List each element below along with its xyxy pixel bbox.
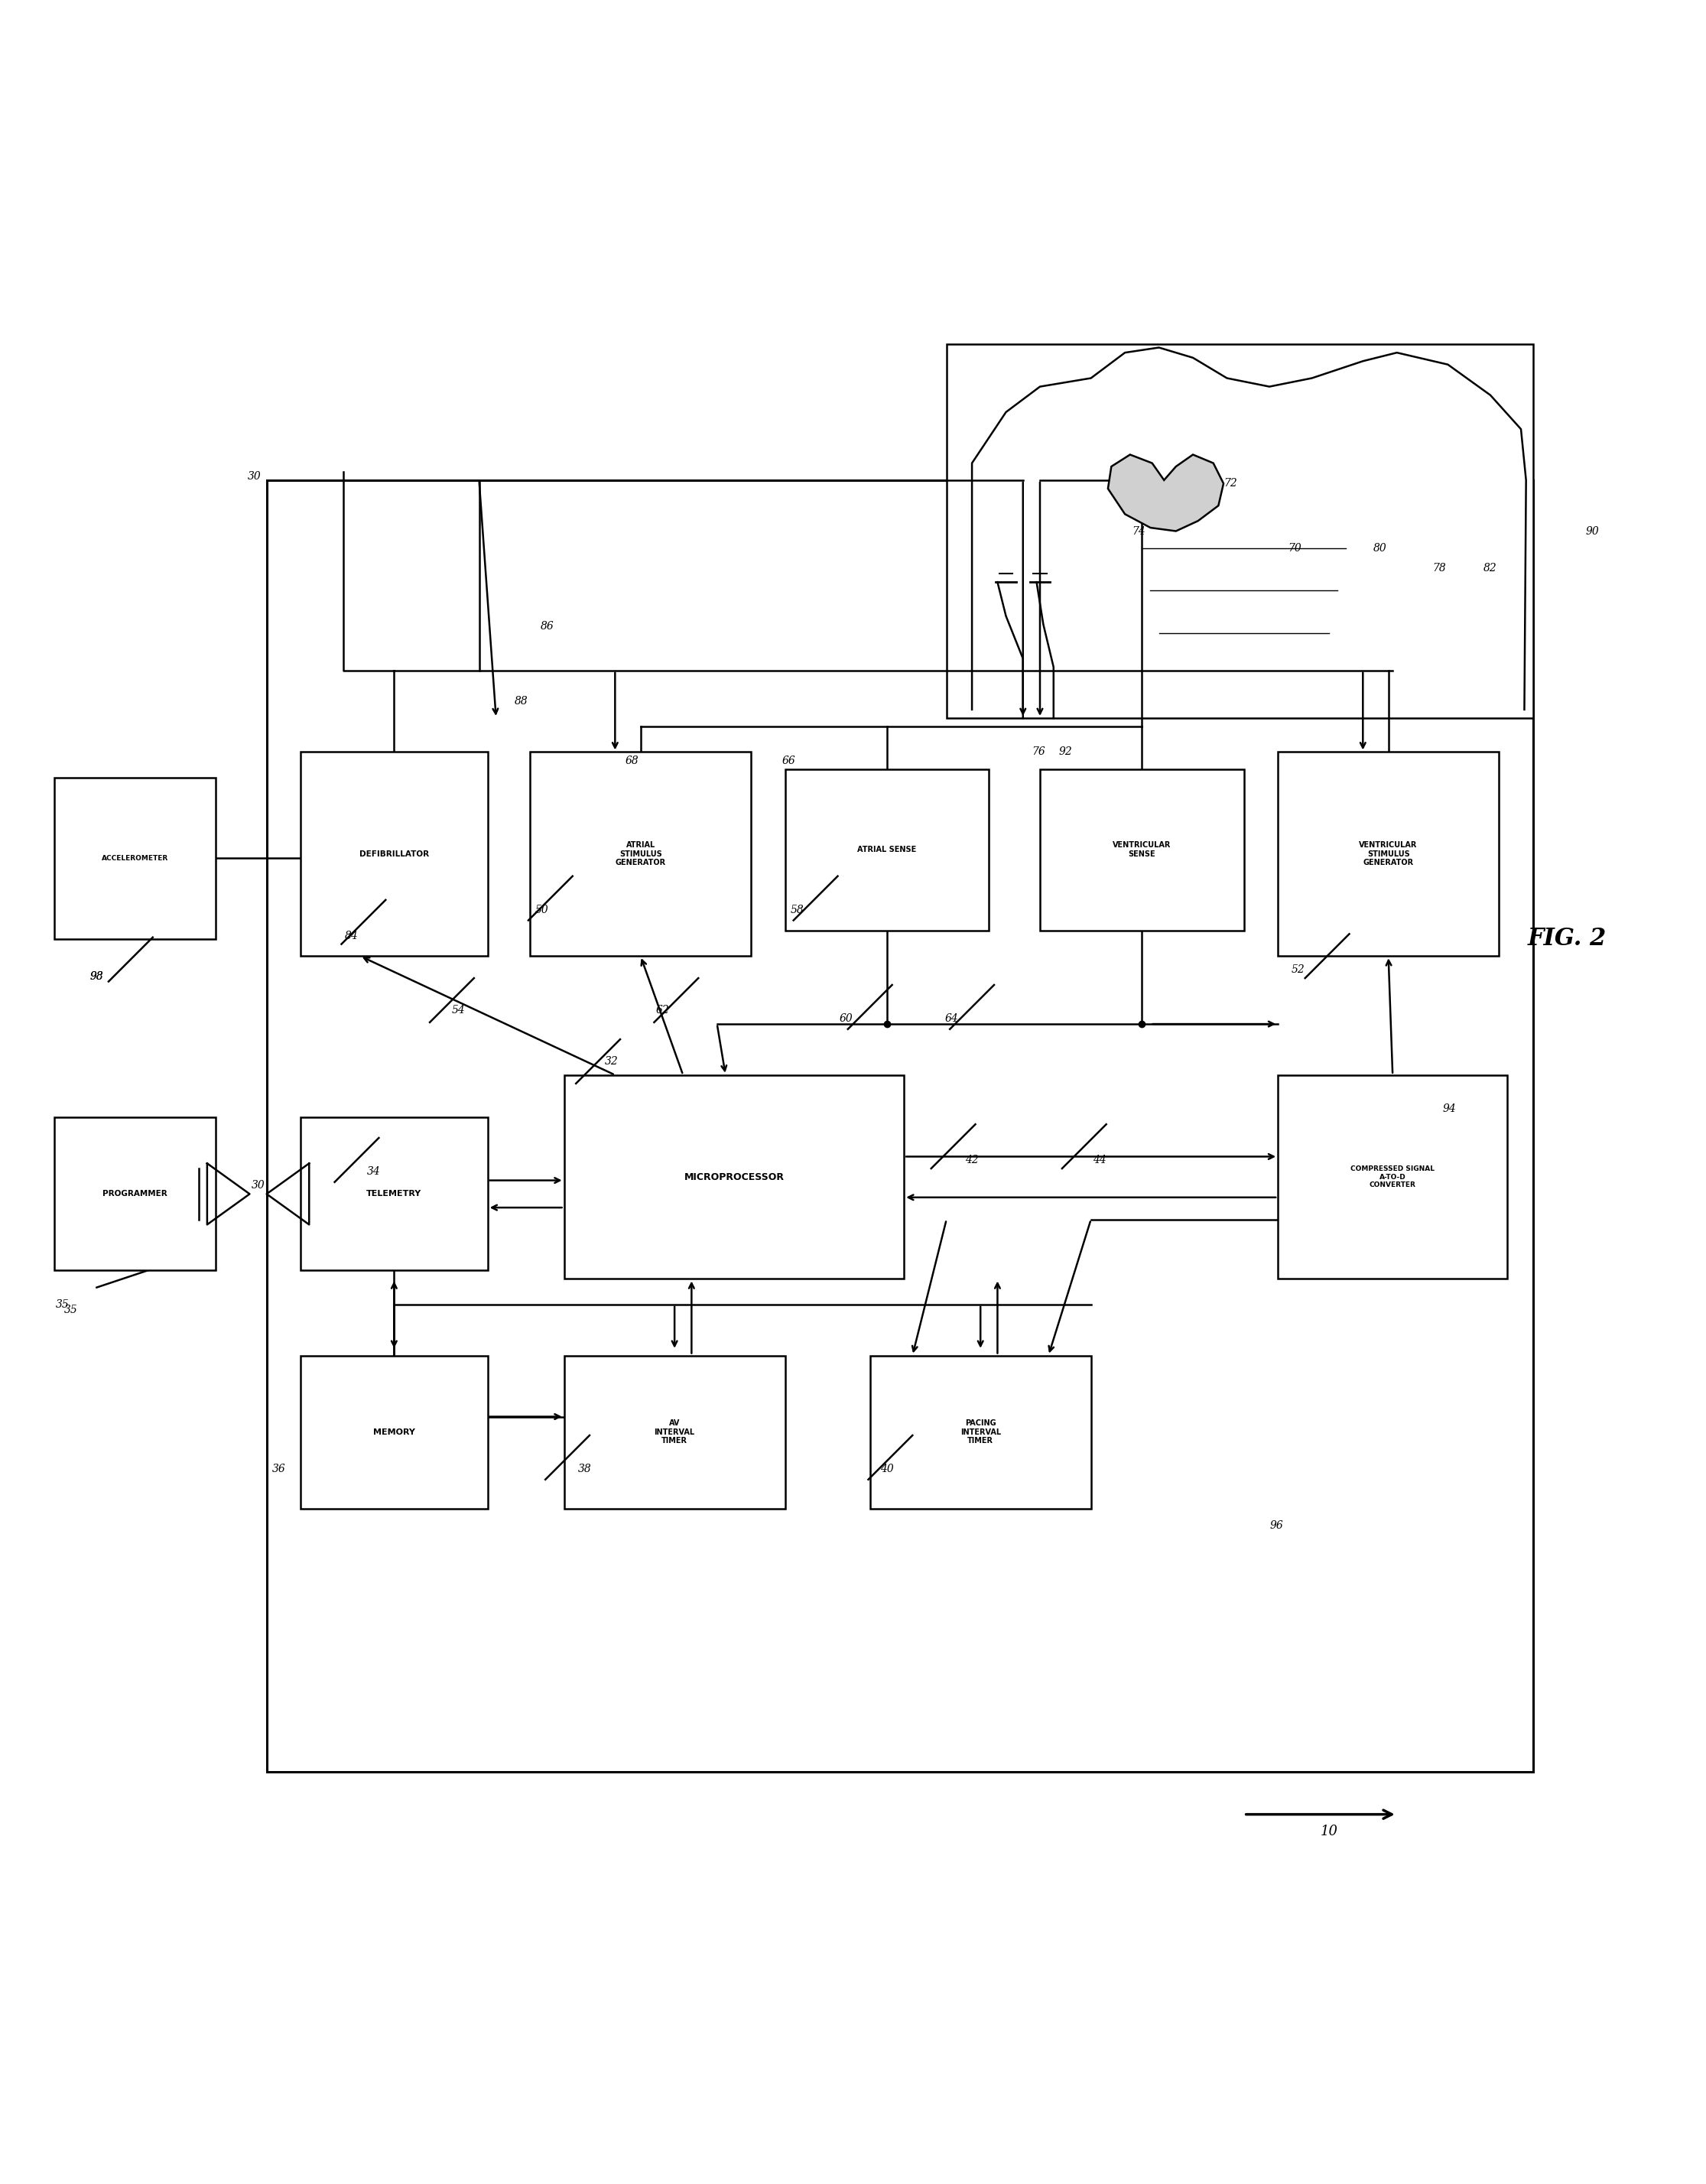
Text: AV
INTERVAL
TIMER: AV INTERVAL TIMER	[653, 1420, 694, 1444]
FancyBboxPatch shape	[1041, 769, 1244, 930]
FancyBboxPatch shape	[565, 1356, 785, 1509]
FancyBboxPatch shape	[300, 1118, 488, 1271]
FancyBboxPatch shape	[1278, 751, 1500, 957]
Text: 58: 58	[790, 904, 804, 915]
FancyBboxPatch shape	[565, 1075, 904, 1280]
Text: ATRIAL SENSE: ATRIAL SENSE	[858, 845, 916, 854]
Text: 50: 50	[536, 904, 549, 915]
Text: 88: 88	[515, 697, 529, 705]
FancyBboxPatch shape	[785, 769, 989, 930]
Text: 94: 94	[1443, 1103, 1457, 1114]
FancyBboxPatch shape	[300, 1356, 488, 1509]
Text: 84: 84	[345, 930, 358, 941]
Text: MEMORY: MEMORY	[374, 1428, 415, 1435]
Text: 30: 30	[251, 1179, 264, 1190]
Text: 92: 92	[1059, 747, 1073, 758]
Text: 82: 82	[1484, 563, 1498, 574]
FancyBboxPatch shape	[300, 751, 488, 957]
Text: 40: 40	[880, 1463, 894, 1474]
Text: COMPRESSED SIGNAL
A-TO-D
CONVERTER: COMPRESSED SIGNAL A-TO-D CONVERTER	[1351, 1166, 1435, 1188]
FancyBboxPatch shape	[531, 751, 751, 957]
Text: 35: 35	[56, 1299, 70, 1310]
FancyBboxPatch shape	[870, 1356, 1090, 1509]
Text: 38: 38	[578, 1463, 592, 1474]
Text: 10: 10	[1320, 1824, 1338, 1839]
Text: VENTRICULAR
SENSE: VENTRICULAR SENSE	[1112, 841, 1170, 858]
Text: 66: 66	[781, 756, 795, 767]
Text: PROGRAMMER: PROGRAMMER	[102, 1190, 167, 1197]
Text: 80: 80	[1373, 544, 1387, 553]
FancyBboxPatch shape	[55, 778, 215, 939]
Text: 34: 34	[367, 1166, 380, 1177]
Text: ACCELEROMETER: ACCELEROMETER	[102, 854, 169, 863]
FancyBboxPatch shape	[55, 1118, 215, 1271]
FancyBboxPatch shape	[947, 345, 1534, 719]
Text: 64: 64	[945, 1013, 959, 1024]
Text: ATRIAL
STIMULUS
GENERATOR: ATRIAL STIMULUS GENERATOR	[616, 841, 665, 867]
Text: 86: 86	[541, 620, 554, 631]
Text: 30: 30	[247, 472, 261, 483]
Text: 74: 74	[1131, 526, 1145, 537]
Text: DEFIBRILLATOR: DEFIBRILLATOR	[360, 850, 428, 858]
FancyBboxPatch shape	[1278, 1075, 1508, 1280]
Text: 90: 90	[1585, 526, 1599, 537]
Text: 54: 54	[452, 1005, 466, 1016]
Polygon shape	[1107, 454, 1223, 531]
Text: 44: 44	[1092, 1155, 1105, 1166]
Text: 76: 76	[1032, 747, 1046, 758]
Text: 68: 68	[626, 756, 638, 767]
Text: 78: 78	[1433, 563, 1447, 574]
Text: PACING
INTERVAL
TIMER: PACING INTERVAL TIMER	[960, 1420, 1001, 1444]
Text: 42: 42	[966, 1155, 979, 1166]
Text: 98: 98	[90, 972, 104, 983]
Text: 36: 36	[271, 1463, 285, 1474]
Text: 62: 62	[655, 1005, 669, 1016]
Text: 96: 96	[1269, 1520, 1283, 1531]
Text: 32: 32	[606, 1057, 619, 1066]
Text: TELEMETRY: TELEMETRY	[367, 1190, 421, 1197]
Text: 35: 35	[65, 1304, 78, 1315]
Text: 60: 60	[839, 1013, 853, 1024]
Text: 70: 70	[1288, 544, 1302, 553]
FancyBboxPatch shape	[266, 480, 1534, 1771]
Text: 52: 52	[1291, 965, 1305, 974]
Text: VENTRICULAR
STIMULUS
GENERATOR: VENTRICULAR STIMULUS GENERATOR	[1360, 841, 1418, 867]
Text: 72: 72	[1223, 478, 1237, 489]
Text: MICROPROCESSOR: MICROPROCESSOR	[684, 1173, 785, 1182]
Text: 98: 98	[90, 972, 104, 983]
Text: FIG. 2: FIG. 2	[1527, 928, 1607, 950]
